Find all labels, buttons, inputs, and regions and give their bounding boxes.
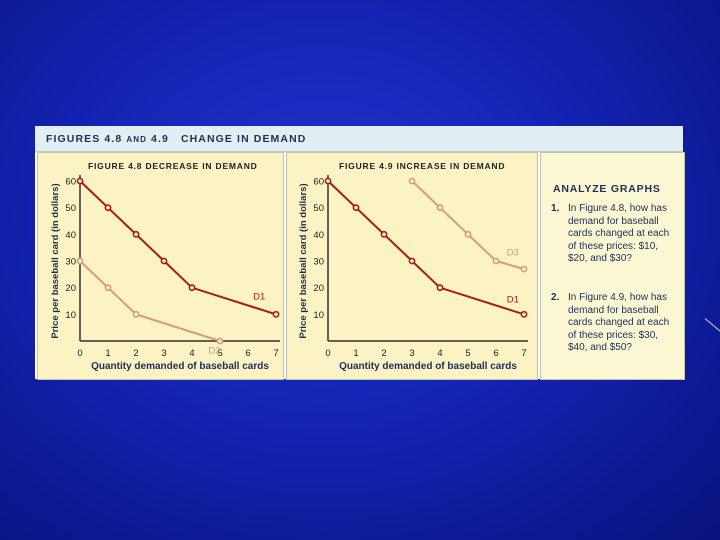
y-tick-label: 20	[65, 283, 76, 294]
x-tick-label: 3	[161, 348, 166, 359]
y-tick-label: 50	[65, 203, 76, 214]
x-tick-label: 5	[465, 348, 470, 359]
data-point-d3	[492, 257, 500, 265]
analyze-graphs-title: ANALYZE GRAPHS	[553, 183, 661, 195]
y-tick-label: 60	[65, 177, 76, 188]
question-2: 2. In Figure 4.9, how has demand for bas…	[551, 292, 679, 355]
curve-label-d3: D3	[507, 248, 519, 259]
demand-curve-d2	[79, 260, 221, 342]
y-tick-label: 40	[313, 230, 324, 241]
y-tick-label: 30	[313, 257, 324, 268]
data-point-d1	[380, 230, 388, 238]
data-point-d1	[76, 177, 84, 185]
figure-header: FIGURES 4.8 AND 4.9 CHANGE IN DEMAND	[35, 126, 683, 152]
decorative-line	[704, 318, 720, 339]
data-point-d3	[520, 265, 528, 273]
x-tick-label: 2	[381, 348, 386, 359]
chart-figure-4-9: 10 20 30 40 50 60 0 1 2 3 4 5 6 7 Price per baseball c…	[298, 175, 528, 372]
data-point-d3	[408, 177, 416, 185]
question-1-text: In Figure 4.8, how has demand for baseba…	[568, 203, 670, 265]
panel-figure-4-9: FIGURE 4.9 INCREASE IN DEMAND 10 20 30 40 50…	[286, 152, 538, 380]
demand-curve-d1	[79, 180, 277, 316]
question-1: 1. In Figure 4.8, how has demand for bas…	[551, 203, 679, 266]
x-axis-label: Quantity demanded of baseball cards	[91, 361, 269, 372]
x-tick-label: 4	[437, 348, 442, 359]
y-tick-label: 10	[313, 310, 324, 321]
figure-box: FIGURES 4.8 AND 4.9 CHANGE IN DEMAND FIG…	[35, 126, 685, 380]
x-tick-label: 6	[245, 348, 250, 359]
figure-title-part-b: 4.9	[151, 133, 169, 145]
data-point-d1	[436, 284, 444, 292]
y-axis-label: Price per baseball card (in dollars)	[50, 183, 61, 338]
data-point-d1	[160, 257, 168, 265]
figure-title-and: AND	[126, 135, 147, 144]
data-point-d3	[464, 230, 472, 238]
y-tick-label: 10	[65, 310, 76, 321]
y-tick-label: 60	[313, 177, 324, 188]
chart-title-4-9: FIGURE 4.9 INCREASE IN DEMAND	[339, 161, 506, 171]
data-point-d2	[132, 310, 140, 318]
y-tick-label: 20	[313, 283, 324, 294]
data-point-d3	[436, 204, 444, 212]
data-point-d1	[408, 257, 416, 265]
x-tick-label: 3	[409, 348, 414, 359]
x-tick-label: 7	[273, 348, 278, 359]
x-tick-label: 7	[521, 348, 526, 359]
x-tick-label: 1	[105, 348, 110, 359]
data-point-d2	[216, 337, 224, 345]
curve-label-d1: D1	[507, 294, 519, 305]
x-tick-label: 0	[77, 348, 82, 359]
question-2-text: In Figure 4.9, how has demand for baseba…	[568, 292, 670, 354]
y-tick-label: 50	[313, 203, 324, 214]
y-tick-label: 40	[65, 230, 76, 241]
figure-title: FIGURES 4.8 AND 4.9 CHANGE IN DEMAND	[46, 133, 306, 145]
x-tick-label: 6	[493, 348, 498, 359]
question-2-number: 2.	[551, 292, 560, 303]
data-point-d1	[188, 284, 196, 292]
chart-title-4-8: FIGURE 4.8 DECREASE IN DEMAND	[88, 161, 258, 171]
x-tick-label: 5	[217, 348, 222, 359]
x-tick-label: 2	[133, 348, 138, 359]
x-tick-label: 1	[353, 348, 358, 359]
y-tick-label: 30	[65, 257, 76, 268]
x-axis-label: Quantity demanded of baseball cards	[339, 361, 517, 372]
chart-figure-4-8: 10 20 30 40 50 60 0 1 2 3 4 5 6 7 Price per baseball c…	[50, 175, 280, 372]
x-tick-label: 4	[189, 348, 194, 359]
data-point-d1	[272, 310, 280, 318]
data-point-d1	[520, 310, 528, 318]
data-point-d1	[132, 230, 140, 238]
data-point-d1	[352, 204, 360, 212]
panel-analyze-graphs: ANALYZE GRAPHS 1. In Figure 4.8, how has…	[540, 152, 685, 380]
x-tick-label: 0	[325, 348, 330, 359]
demand-curve-d1	[327, 180, 525, 316]
y-axis-label: Price per baseball card (in dollars)	[298, 183, 309, 338]
question-1-number: 1.	[551, 203, 560, 214]
data-point-d1	[324, 177, 332, 185]
curve-label-d2: D2	[208, 345, 220, 356]
data-point-d2	[76, 257, 84, 265]
data-point-d1	[104, 204, 112, 212]
figure-title-part-a: FIGURES 4.8	[46, 133, 123, 145]
panel-figure-4-8: FIGURE 4.8 DECREASE IN DEMAND 10 20 30 40 50…	[37, 152, 284, 380]
figure-title-part-c: CHANGE IN DEMAND	[180, 133, 307, 145]
curve-label-d1: D1	[253, 292, 265, 303]
data-point-d2	[104, 284, 112, 292]
